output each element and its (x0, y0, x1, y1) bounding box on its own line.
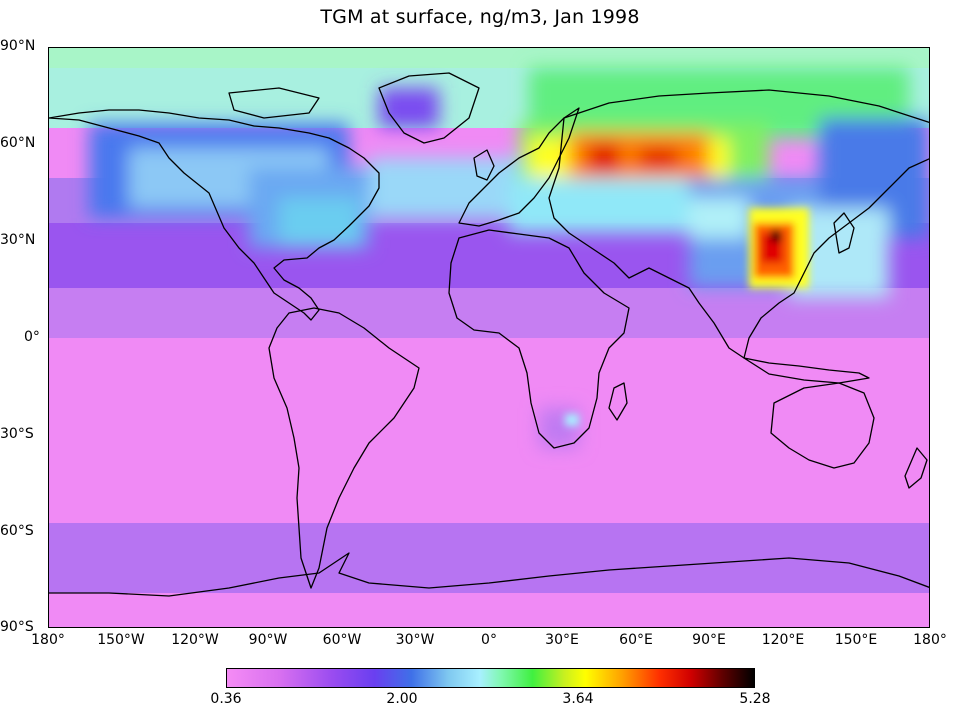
coast-antarctica (49, 552, 929, 597)
colorbar-min-label: 0.36 (210, 691, 242, 707)
coast-greenland (378, 72, 480, 144)
lon-label-180w: 180° (31, 632, 65, 648)
lat-label-30s: 30°S (0, 426, 34, 442)
lon-label-30e: 30°E (545, 632, 579, 648)
lon-label-150e: 150°E (834, 632, 878, 648)
map-plot-area (48, 47, 930, 628)
coast-south-america (268, 307, 420, 589)
coast-australia (770, 382, 875, 469)
lat-label-60s: 60°S (0, 523, 34, 539)
colorbar-mid2-label: 3.64 (562, 691, 594, 707)
coast-africa (448, 229, 630, 449)
coast-japan (833, 212, 855, 254)
tropic-band (49, 288, 929, 338)
lat-label-90s: 90°S (0, 619, 34, 635)
colorbar (226, 668, 755, 688)
lon-label-0: 0° (481, 632, 497, 648)
lon-label-90e: 90°E (692, 632, 726, 648)
lat-label-30n: 30°N (0, 232, 36, 248)
lat-label-60n: 60°N (0, 135, 36, 151)
concentration-map (49, 48, 929, 627)
coast-madagascar (608, 382, 628, 421)
field-blobs (89, 68, 929, 448)
lon-label-90w: 90°W (248, 632, 288, 648)
coastlines (49, 72, 929, 597)
lon-label-150w: 150°W (97, 632, 145, 648)
lat-label-0: 0° (24, 329, 40, 345)
coast-new-zealand (904, 447, 928, 489)
coast-north-america (49, 109, 380, 321)
lon-label-120w: 120°W (171, 632, 219, 648)
colorbar-max-label: 5.28 (739, 691, 771, 707)
lon-label-60w: 60°W (322, 632, 362, 648)
coast-indonesia (743, 357, 870, 384)
coast-asia (548, 89, 929, 359)
coast-arctic-islands (228, 87, 320, 119)
lon-label-60e: 60°E (619, 632, 653, 648)
lon-label-180e: 180° (913, 632, 947, 648)
map-title: TGM at surface, ng/m3, Jan 1998 (320, 6, 640, 28)
coast-europe (458, 107, 580, 227)
coast-britain (473, 149, 495, 181)
lon-label-120e: 120°E (761, 632, 805, 648)
east-asia-hotspot (565, 208, 809, 426)
colorbar-mid1-label: 2.00 (386, 691, 418, 707)
lat-label-90n: 90°N (0, 38, 36, 54)
lon-label-30w: 30°W (395, 632, 435, 648)
